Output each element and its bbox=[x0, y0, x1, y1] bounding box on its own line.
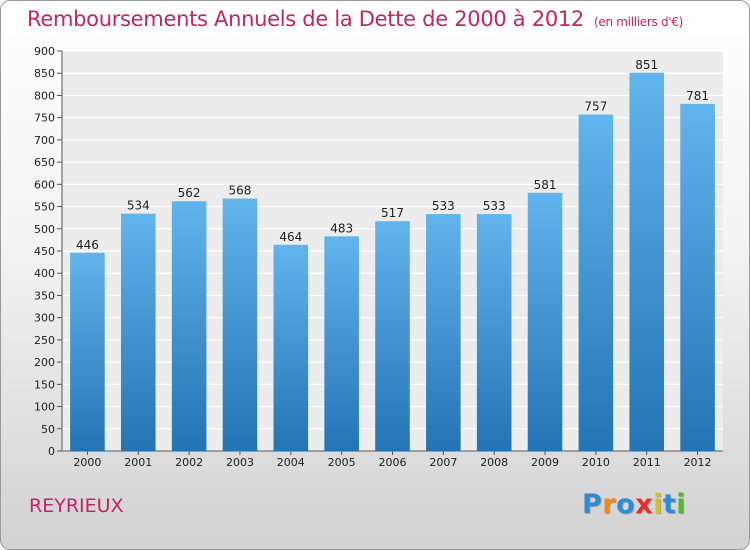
x-tick-label: 2009 bbox=[531, 456, 559, 469]
x-tick-label: 2006 bbox=[379, 456, 407, 469]
bar-2007 bbox=[426, 214, 461, 451]
data-label: 446 bbox=[76, 238, 99, 252]
data-label: 464 bbox=[279, 230, 302, 244]
x-tick-label: 2002 bbox=[175, 456, 203, 469]
logo-letter: x bbox=[635, 489, 654, 520]
data-label: 581 bbox=[534, 178, 557, 192]
bar-2006 bbox=[375, 221, 410, 451]
data-label: 534 bbox=[127, 199, 150, 213]
bar-2012 bbox=[680, 103, 715, 451]
bar-2011 bbox=[629, 72, 665, 452]
title-text: Remboursements Annuels de la Dette de 20… bbox=[27, 7, 584, 31]
logo-letter: P bbox=[582, 489, 603, 520]
x-tick-label: 2005 bbox=[328, 456, 356, 469]
bar-2001 bbox=[120, 213, 156, 451]
data-label: 781 bbox=[686, 89, 709, 103]
logo-letter: t bbox=[662, 489, 677, 520]
bar-2010 bbox=[578, 114, 614, 452]
y-tick-label: 600 bbox=[34, 178, 55, 191]
logo-letter: o bbox=[616, 489, 636, 520]
bar-2000 bbox=[70, 252, 105, 451]
chart-title: Remboursements Annuels de la Dette de 20… bbox=[27, 7, 683, 31]
logo-letter: i bbox=[653, 489, 663, 520]
bar-2004 bbox=[273, 244, 309, 451]
data-label: 562 bbox=[178, 186, 201, 200]
logo-letter: i bbox=[676, 489, 687, 520]
unit-label: (en milliers d'€) bbox=[594, 15, 684, 29]
x-tick-label: 2010 bbox=[582, 456, 610, 469]
bar-2009 bbox=[527, 192, 563, 451]
x-tick-label: 2000 bbox=[73, 456, 101, 469]
bar-2003 bbox=[222, 198, 258, 451]
data-label: 851 bbox=[635, 58, 658, 72]
bar-2008 bbox=[476, 214, 512, 451]
y-tick-label: 900 bbox=[34, 45, 55, 58]
y-tick-label: 250 bbox=[34, 334, 55, 347]
y-tick-label: 350 bbox=[34, 289, 55, 302]
y-tick-label: 50 bbox=[41, 423, 55, 436]
y-tick-label: 650 bbox=[34, 156, 55, 169]
data-label: 757 bbox=[584, 100, 607, 114]
x-tick-label: 2008 bbox=[480, 456, 508, 469]
y-tick-label: 450 bbox=[34, 245, 55, 258]
data-label: 483 bbox=[330, 221, 353, 235]
location-label: REYRIEUX bbox=[29, 495, 124, 517]
y-tick-label: 150 bbox=[34, 378, 55, 391]
y-tick-label: 0 bbox=[48, 445, 55, 458]
y-tick-label: 100 bbox=[34, 401, 55, 414]
logo-letter: r bbox=[602, 489, 617, 520]
y-tick-label: 500 bbox=[34, 223, 55, 236]
y-tick-label: 300 bbox=[34, 312, 55, 325]
x-tick-label: 2003 bbox=[226, 456, 254, 469]
brand-logo: Proxiti bbox=[582, 489, 686, 520]
data-label: 533 bbox=[432, 199, 455, 213]
y-tick-label: 400 bbox=[34, 267, 55, 280]
y-tick-label: 850 bbox=[34, 67, 55, 80]
y-tick-label: 750 bbox=[34, 112, 55, 125]
y-tick-label: 800 bbox=[34, 89, 55, 102]
data-label: 533 bbox=[483, 199, 506, 213]
x-tick-label: 2011 bbox=[633, 456, 661, 469]
data-label: 517 bbox=[381, 206, 404, 220]
x-tick-label: 2004 bbox=[277, 456, 305, 469]
data-label: 568 bbox=[229, 184, 252, 198]
x-tick-label: 2007 bbox=[429, 456, 457, 469]
x-tick-label: 2001 bbox=[124, 456, 152, 469]
y-tick-label: 550 bbox=[34, 201, 55, 214]
bar-2005 bbox=[324, 236, 359, 451]
x-tick-label: 2012 bbox=[684, 456, 712, 469]
bar-2002 bbox=[171, 201, 207, 451]
y-tick-label: 200 bbox=[34, 356, 55, 369]
y-tick-label: 700 bbox=[34, 134, 55, 147]
